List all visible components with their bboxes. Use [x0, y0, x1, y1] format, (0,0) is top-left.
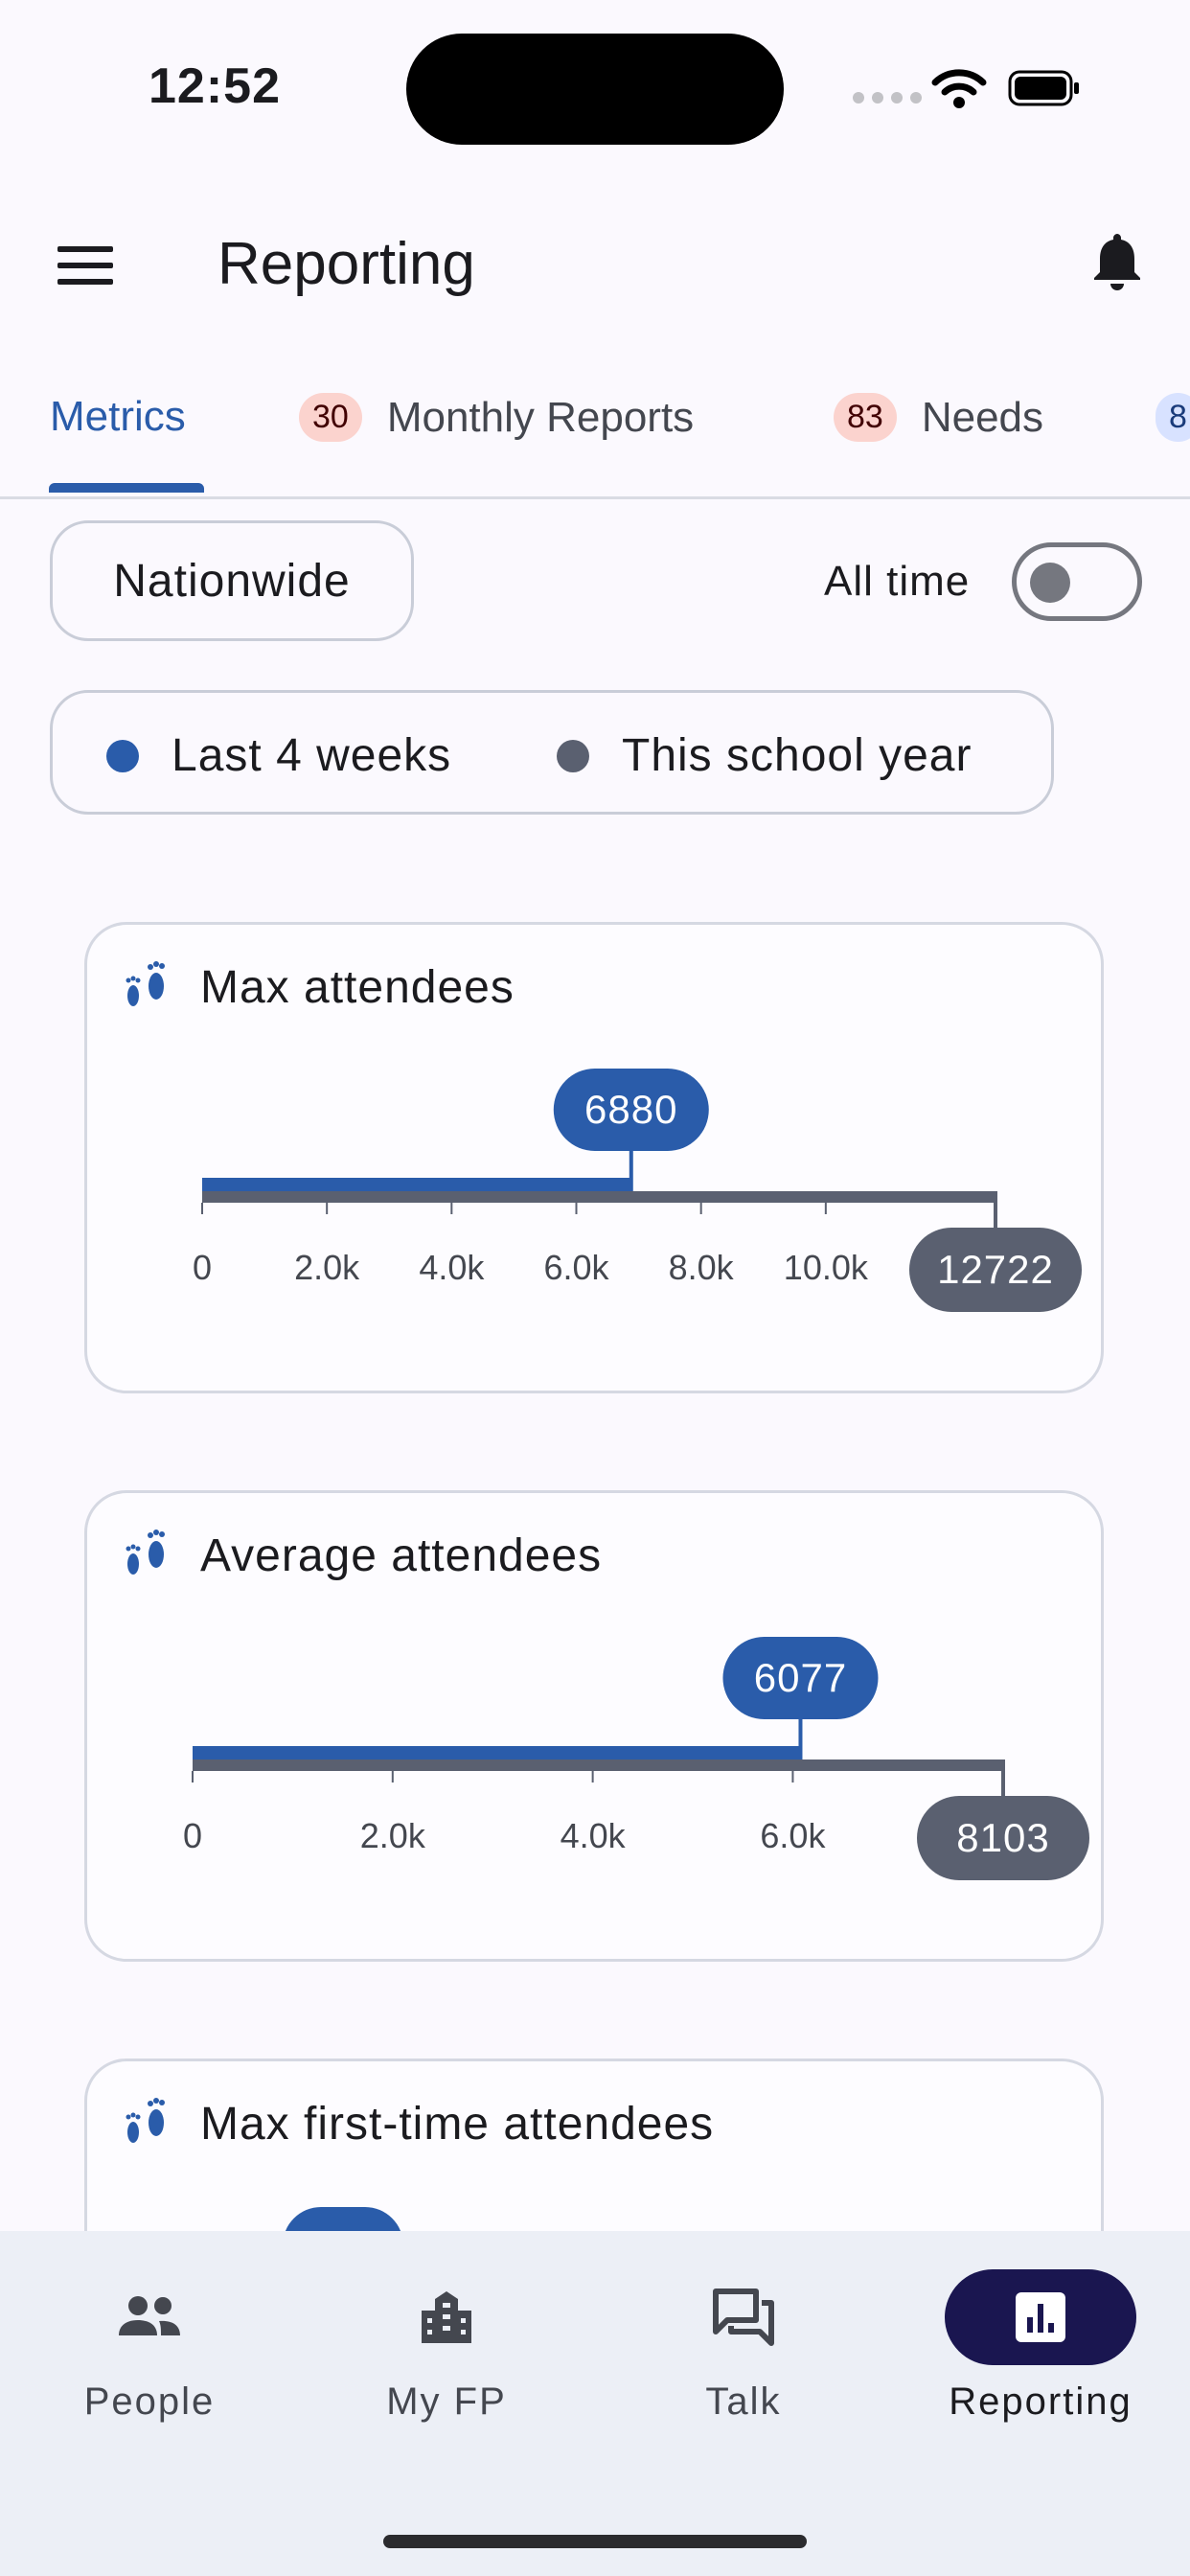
tick-label: 2.0k [360, 1816, 426, 1855]
bar-chart-icon [1016, 2292, 1065, 2342]
count-badge: 8 [1156, 393, 1190, 442]
tab-needs[interactable]: 83 Needs [834, 393, 1043, 442]
max-attendees-chart: 0 2.0k 4.0k 6.0k 8.0k 10.0k 12722 6880 [193, 1069, 1082, 1312]
average-attendees-chart: 0 2.0k 4.0k 6.0k 8103 6077 [183, 1637, 1089, 1880]
wifi-icon [931, 69, 987, 108]
value-label-this-school-year: 8103 [956, 1815, 1049, 1860]
bottom-navigation: People My FP Talk [0, 2231, 1190, 2576]
nav-label: My FP [386, 2380, 507, 2423]
active-tab-indicator [49, 483, 204, 493]
tab-overflow[interactable]: 8 [1156, 393, 1190, 442]
battery-icon [1008, 70, 1079, 106]
buildings-icon [422, 2291, 471, 2343]
footprints-icon [126, 2098, 165, 2143]
value-bubble-this-school-year [909, 1228, 1082, 1312]
bar-last-4-weeks [193, 1746, 801, 1760]
tab-metrics[interactable]: Metrics [50, 393, 186, 441]
legend-label: Last 4 weeks [172, 730, 452, 781]
card-title: Max first-time attendees [200, 2099, 715, 2150]
tick-label: 4.0k [561, 1816, 627, 1855]
count-badge: 83 [834, 393, 897, 442]
legend-dot [557, 739, 589, 772]
nav-reporting[interactable]: Reporting [926, 2269, 1156, 2424]
tab-label: Metrics [50, 393, 186, 440]
home-indicator [383, 2535, 807, 2548]
all-time-toggle[interactable] [1012, 542, 1142, 621]
legend-item-this-school-year: This school year [557, 729, 972, 782]
dynamic-island [406, 34, 784, 145]
metric-card-average-attendees: Average attendees 0 2.0k 4.0k 6.0k 8103 6077 [84, 1490, 1104, 1962]
value-bubble-this-school-year [917, 1796, 1089, 1880]
card-title: Max attendees [200, 962, 515, 1013]
value-label-last-4-weeks: 6077 [754, 1655, 847, 1700]
card-title: Average attendees [200, 1530, 603, 1581]
menu-icon[interactable] [57, 246, 113, 285]
legend: Last 4 weeks This school year [50, 690, 1054, 815]
nav-label: People [83, 2380, 216, 2423]
cellular-signal-icon [853, 92, 922, 104]
tick-label: 10.0k [784, 1248, 869, 1287]
notifications-bell-icon[interactable] [1090, 230, 1144, 291]
people-icon [119, 2296, 180, 2335]
footprints-icon [126, 1530, 165, 1575]
tick-label: 4.0k [419, 1248, 485, 1287]
nav-label: Reporting [949, 2380, 1133, 2423]
scope-filter-chip[interactable]: Nationwide [50, 520, 414, 641]
status-time: 12:52 [149, 58, 281, 114]
tab-monthly-reports[interactable]: 30 Monthly Reports [299, 393, 694, 442]
tick-label: 6.0k [543, 1248, 609, 1287]
nav-label: Talk [705, 2380, 782, 2423]
bar-last-4-weeks [202, 1178, 631, 1191]
page-title: Reporting [217, 231, 475, 297]
metric-card-max-attendees: Max attendees 0 2.0k 4.0k 6.0k 8.0k 10.0k 1272… [84, 922, 1104, 1393]
tab-label: Needs [921, 393, 1044, 441]
legend-dot [106, 739, 139, 772]
bar-this-school-year [193, 1760, 1003, 1771]
nav-my-fp[interactable]: My FP [332, 2269, 561, 2424]
tick-label: 8.0k [669, 1248, 735, 1287]
tick-label: 6.0k [760, 1816, 826, 1855]
value-bubble-last-4-weeks [553, 1069, 709, 1151]
count-badge: 30 [299, 393, 362, 442]
value-bubble-last-4-weeks [722, 1637, 879, 1719]
nav-people[interactable]: People [34, 2269, 264, 2424]
tick-label: 0 [183, 1816, 202, 1855]
toggle-knob [1030, 563, 1070, 603]
nav-talk[interactable]: Talk [629, 2269, 858, 2424]
footprints-icon [126, 961, 165, 1006]
all-time-label: All time [824, 558, 971, 605]
value-label-last-4-weeks: 6880 [584, 1087, 677, 1132]
legend-label: This school year [622, 730, 973, 781]
tab-label: Monthly Reports [386, 393, 695, 441]
tab-bar: Metrics 30 Monthly Reports 83 Needs 8 [0, 364, 1190, 499]
tick-label: 0 [193, 1248, 212, 1287]
value-label-this-school-year: 12722 [937, 1247, 1054, 1292]
tick-label: 2.0k [294, 1248, 360, 1287]
chat-icon [713, 2288, 774, 2346]
bar-this-school-year [202, 1191, 995, 1203]
legend-item-last-4-weeks: Last 4 weeks [106, 729, 451, 782]
